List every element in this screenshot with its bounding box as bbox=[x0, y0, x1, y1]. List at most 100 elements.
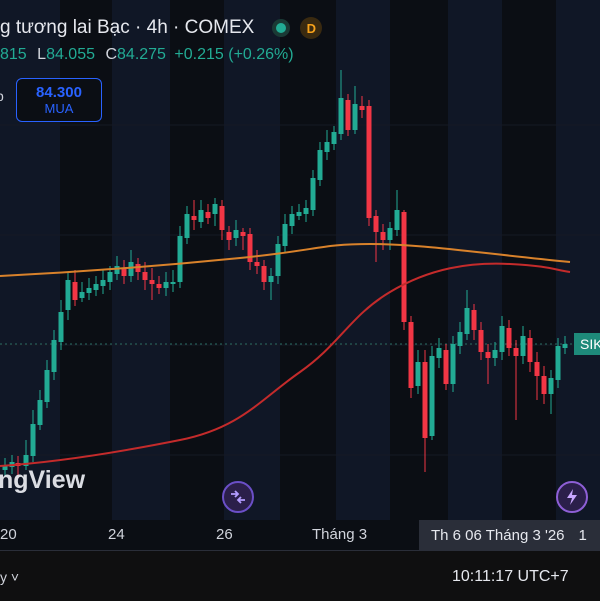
candle-body bbox=[443, 350, 449, 384]
candle-body bbox=[100, 280, 106, 286]
candle-body bbox=[149, 280, 155, 284]
candle-body bbox=[415, 362, 421, 386]
candle-body bbox=[282, 224, 288, 246]
chart-area[interactable]: g tương lai Bạc · 4h · COMEX D 815 L84.0… bbox=[0, 0, 600, 520]
x-tick: Tháng 3 bbox=[312, 526, 368, 543]
low-label: L bbox=[37, 46, 47, 63]
candle-body bbox=[2, 466, 8, 470]
candle-body bbox=[548, 378, 554, 394]
candle-body bbox=[450, 344, 456, 384]
candle-body bbox=[562, 344, 568, 348]
candle-body bbox=[170, 282, 176, 284]
candle-body bbox=[387, 228, 393, 240]
crosshair-time-label: Th 6 06 Tháng 3 '26 1 bbox=[419, 520, 600, 550]
time-axis[interactable]: 20 24 26 Tháng 3 Th 6 06 Tháng 3 '26 1 bbox=[0, 520, 600, 550]
candle-body bbox=[51, 340, 57, 372]
session-shade bbox=[336, 0, 390, 520]
candle-body bbox=[352, 104, 358, 130]
candle-body bbox=[261, 266, 267, 282]
candle-body bbox=[163, 282, 169, 288]
candle-body bbox=[478, 330, 484, 352]
tradingview-watermark: ngView bbox=[0, 466, 86, 494]
candle-body bbox=[324, 142, 330, 152]
candle-body bbox=[233, 230, 239, 238]
candle-body bbox=[457, 332, 463, 346]
candle-body bbox=[86, 288, 92, 293]
candle-body bbox=[471, 310, 477, 330]
candle-body bbox=[499, 326, 505, 352]
candle-body bbox=[422, 362, 428, 438]
candle-body bbox=[317, 150, 323, 180]
candle-body bbox=[121, 268, 127, 276]
candle-body bbox=[128, 262, 134, 276]
candle-body bbox=[429, 356, 435, 436]
candle-body bbox=[401, 212, 407, 322]
crosshair-time-text: Th 6 06 Tháng 3 '26 bbox=[431, 526, 565, 544]
candle-body bbox=[359, 106, 365, 110]
x-tick: 24 bbox=[108, 526, 125, 543]
candle-body bbox=[254, 262, 260, 266]
candle-body bbox=[408, 322, 414, 388]
candle-body bbox=[37, 400, 43, 425]
candle-body bbox=[247, 234, 253, 262]
clock-timezone[interactable]: 10:11:17 UTC+7 bbox=[452, 568, 569, 585]
candle-body bbox=[156, 284, 162, 288]
candle-body bbox=[275, 244, 281, 276]
candle-body bbox=[296, 212, 302, 216]
candle-body bbox=[142, 272, 148, 280]
buy-button[interactable]: 84.300 MUA bbox=[16, 78, 102, 122]
candle-body bbox=[485, 352, 491, 358]
candle-body bbox=[464, 308, 470, 334]
candle-body bbox=[58, 312, 64, 342]
candle-body bbox=[506, 328, 512, 348]
candle-body bbox=[310, 178, 316, 210]
candle-body bbox=[44, 370, 50, 402]
change-value: +0.215 (+0.26%) bbox=[174, 46, 294, 63]
close-value: 84.275 bbox=[117, 46, 166, 63]
toolbar-left-fragment[interactable]: y ˅ bbox=[0, 569, 20, 585]
candle-body bbox=[114, 266, 120, 274]
candle-body bbox=[240, 232, 246, 236]
candle-body bbox=[184, 214, 190, 238]
candle-body bbox=[219, 206, 225, 230]
candle-body bbox=[212, 204, 218, 214]
candle-body bbox=[394, 210, 400, 230]
x-tick: 20 bbox=[0, 526, 17, 543]
candle-body bbox=[513, 348, 519, 356]
sell-side-fragment: p bbox=[0, 88, 4, 104]
candle-body bbox=[303, 208, 309, 214]
candle-body bbox=[436, 348, 442, 358]
low-value: 84.055 bbox=[46, 46, 95, 63]
session-shade bbox=[448, 0, 502, 520]
symbol-title[interactable]: g tương lai Bạc · 4h · COMEX bbox=[0, 17, 255, 38]
candle-body bbox=[534, 362, 540, 376]
chart-header: g tương lai Bạc · 4h · COMEX D bbox=[0, 14, 323, 42]
buy-label: MUA bbox=[44, 101, 74, 116]
candle-body bbox=[338, 98, 344, 134]
candle-body bbox=[380, 232, 386, 240]
bottom-toolbar: y ˅ 10:11:17 UTC+7 bbox=[0, 550, 600, 601]
session-shade bbox=[556, 0, 600, 520]
ma-red-line bbox=[0, 262, 571, 467]
candle-body bbox=[23, 455, 29, 466]
candle-body bbox=[541, 376, 547, 394]
candle-body bbox=[268, 276, 274, 282]
candle-body bbox=[289, 214, 295, 226]
price-chart[interactable] bbox=[0, 0, 600, 520]
candle-body bbox=[177, 236, 183, 282]
candle-body bbox=[72, 282, 78, 300]
lightning-icon[interactable] bbox=[556, 481, 588, 513]
candle-body bbox=[226, 232, 232, 240]
session-shade bbox=[112, 0, 170, 520]
candle-body bbox=[520, 336, 526, 356]
candle-body bbox=[30, 424, 36, 456]
arrows-swap-icon[interactable] bbox=[222, 481, 254, 513]
candle-body bbox=[191, 216, 197, 220]
candle-body bbox=[93, 284, 99, 290]
close-label: C bbox=[105, 46, 118, 63]
candle-body bbox=[198, 210, 204, 222]
open-value-tail: 815 bbox=[0, 46, 27, 63]
delayed-data-badge[interactable]: D bbox=[300, 17, 323, 39]
candle-body bbox=[107, 272, 113, 282]
candle-body bbox=[527, 338, 533, 362]
